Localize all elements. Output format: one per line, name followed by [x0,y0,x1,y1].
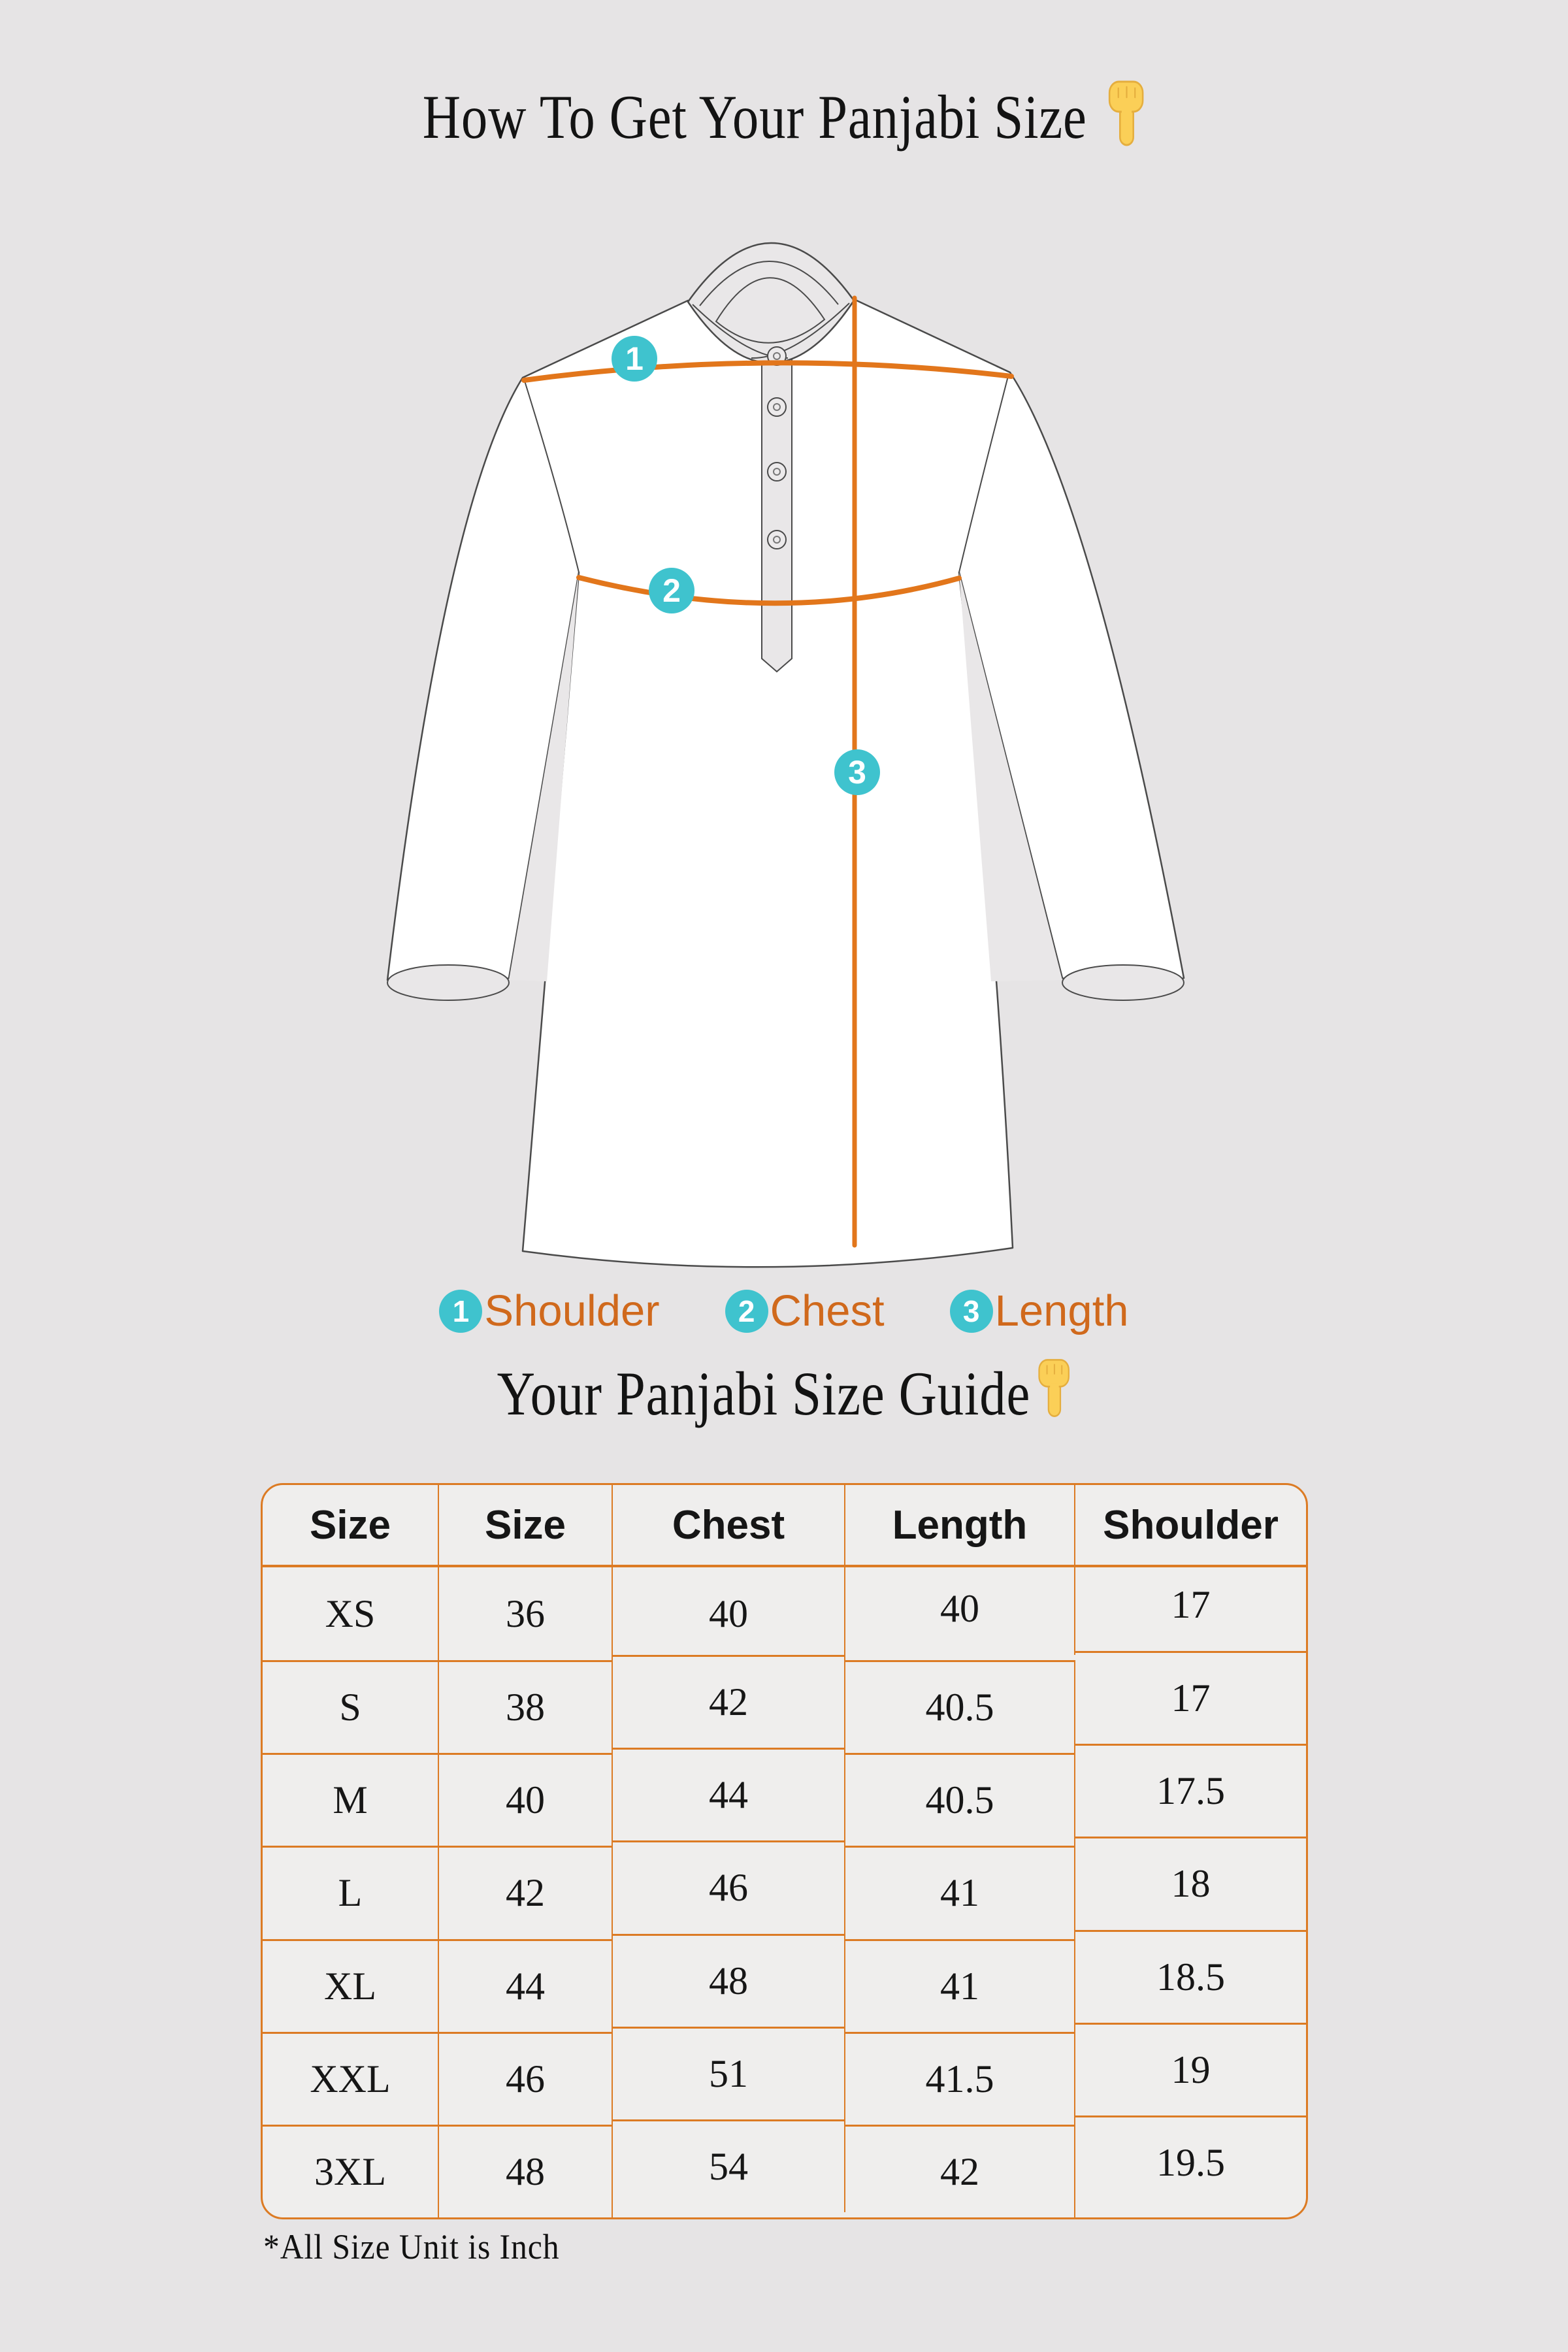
cell-xl-size-in: 44 [439,1938,613,2032]
cell-s-chest: 42 [613,1655,845,1748]
cell-m-length: 40.5 [845,1753,1075,1846]
right-cuff [1062,964,1184,1001]
legend-item-shoulder: 1 Shoulder [439,1286,660,1336]
cell-l-shoulder: 18 [1075,1837,1306,1929]
cell-xs-size: XS [263,1567,439,1661]
size-guide-heading-row: Your Panjabi Size Guide [0,1359,1568,1428]
cell-xs-shoulder: 17 [1171,1582,1211,1626]
placket [761,347,792,673]
page-title-row: How To Get Your Panjabi Size [0,80,1568,152]
pointing-down-icon [1037,1359,1070,1417]
left-gusset [509,572,579,981]
panjabi-diagram: 1 2 3 [386,242,1185,1268]
marker-3-badge: 3 [834,749,880,795]
cell-xxl-size-in: 46 [439,2031,613,2125]
button-3 [767,462,787,482]
col-header-chest: Chest [613,1485,845,1567]
cell-3xl-size: 3XL [263,2124,439,2217]
cell-s-shoulder: 17 [1075,1651,1306,1744]
cell-xl-length: 41 [845,1938,1075,2032]
cell-xxl-length: 41.5 [845,2031,1075,2125]
shoulder-measure-line [521,360,1014,383]
cell-m-shoulder: 17.5 [1075,1744,1306,1837]
cell-xxl-shoulder: 19 [1075,2022,1306,2115]
marker-2-badge: 2 [649,568,694,613]
cell-xs-size-in: 36 [439,1567,613,1661]
page-title: How To Get Your Panjabi Size [422,82,1087,152]
cell-3xl-length: 42 [845,2124,1075,2217]
left-armhole-seam [523,378,580,573]
cell-m-size: M [263,1753,439,1846]
measurement-legend: 1 Shoulder 2 Chest 3 Length [0,1286,1568,1336]
cell-m-chest: 44 [613,1748,845,1841]
cell-3xl-shoulder: 19.5 [1075,2115,1306,2208]
cell-l-size: L [263,1846,439,1939]
cell-l-length: 41 [845,1846,1075,1939]
cell-l-chest: 46 [613,1840,845,1934]
legend-item-chest: 2 Chest [725,1286,885,1336]
cell-xl-shoulder: 18.5 [1075,1929,1306,2023]
col-header-length: Length [845,1485,1075,1567]
size-table: Size Size Chest Length Shoulder XS 36 40… [261,1483,1308,2219]
col-header-size-in: Size [439,1485,613,1567]
legend-badge-3: 3 [949,1289,993,1333]
marker-2-number: 2 [662,572,681,609]
pointing-down-icon [1108,80,1143,146]
cell-3xl-chest: 54 [613,2119,845,2212]
button-4 [767,530,787,549]
legend-item-length: 3 Length [949,1286,1129,1336]
col-header-shoulder: Shoulder [1075,1485,1306,1567]
cell-m-size-in: 40 [439,1753,613,1846]
legend-label-length: Length [994,1286,1129,1335]
cell-l-size-in: 42 [439,1846,613,1939]
legend-label-shoulder: Shoulder [484,1286,660,1335]
left-cuff [387,964,510,1001]
legend-badge-1: 1 [439,1289,483,1333]
cell-xl-size: XL [263,1938,439,2032]
cell-xs-chest: 40 [613,1567,845,1661]
cell-s-length: 40.5 [845,1660,1075,1754]
col-header-size: Size [263,1485,439,1567]
size-guide-heading: Your Panjabi Size Guide [497,1359,1030,1428]
button-2 [767,397,787,417]
cell-3xl-size-in: 48 [439,2124,613,2217]
unit-footnote: *All Size Unit is Inch [263,2227,560,2266]
chest-measure-line [576,575,962,606]
cell-s-size: S [263,1660,439,1754]
cell-xl-chest: 48 [613,1933,845,2027]
legend-label-chest: Chest [770,1286,885,1335]
marker-1-badge: 1 [612,336,657,382]
right-gusset [959,572,1062,981]
marker-1-number: 1 [625,340,644,377]
cell-xxl-size: XXL [263,2031,439,2125]
right-armhole-seam [958,373,1009,573]
cell-xs-length: 40 [845,1562,1075,1656]
cell-xxl-chest: 51 [613,2026,845,2119]
legend-badge-2: 2 [725,1289,768,1333]
cell-s-size-in: 38 [439,1660,613,1754]
marker-3-number: 3 [848,754,866,791]
mandarin-collar [687,242,855,364]
